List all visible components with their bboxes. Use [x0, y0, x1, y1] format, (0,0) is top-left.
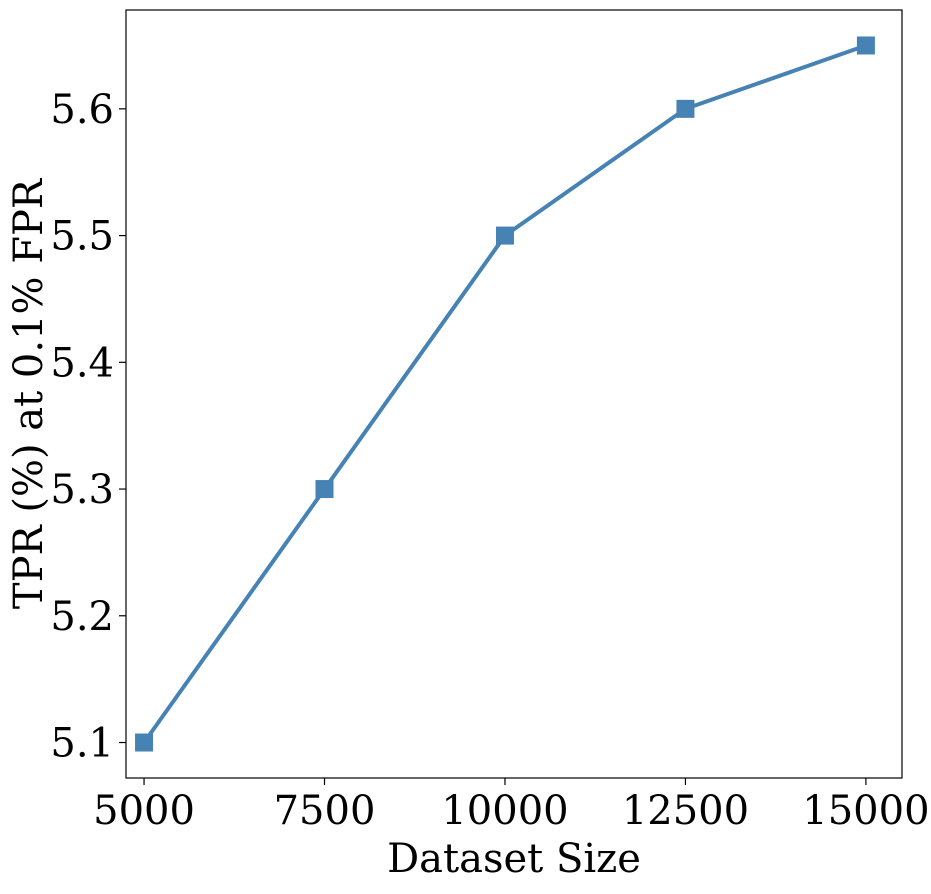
y-axis-label: TPR (%) at 0.1% FPR — [6, 177, 52, 609]
y-tick-label: 5.2 — [50, 594, 114, 640]
x-ticks: 5000 7500 10000 12500 15000 — [93, 778, 930, 834]
data-point — [676, 99, 695, 118]
y-tick-label: 5.3 — [50, 467, 114, 513]
x-tick-label: 10000 — [441, 788, 568, 834]
y-tick-label: 5.4 — [50, 340, 114, 386]
x-tick-label: 12500 — [622, 788, 749, 834]
x-tick-label: 15000 — [802, 788, 929, 834]
y-tick-label: 5.6 — [50, 87, 114, 133]
plot-frame — [125, 9, 903, 779]
series-layer — [135, 36, 875, 752]
y-tick-label: 5.1 — [50, 721, 114, 767]
data-point — [135, 733, 154, 752]
x-axis-label: Dataset Size — [387, 836, 641, 882]
y-ticks: 5.1 5.2 5.3 5.4 5.5 5.6 — [50, 87, 126, 767]
data-point — [495, 226, 514, 245]
data-point — [856, 36, 875, 55]
data-point — [315, 480, 334, 499]
series-line — [142, 43, 868, 745]
x-tick-label: 5000 — [93, 788, 195, 834]
y-tick-label: 5.5 — [50, 214, 114, 260]
x-tick-label: 7500 — [274, 788, 376, 834]
